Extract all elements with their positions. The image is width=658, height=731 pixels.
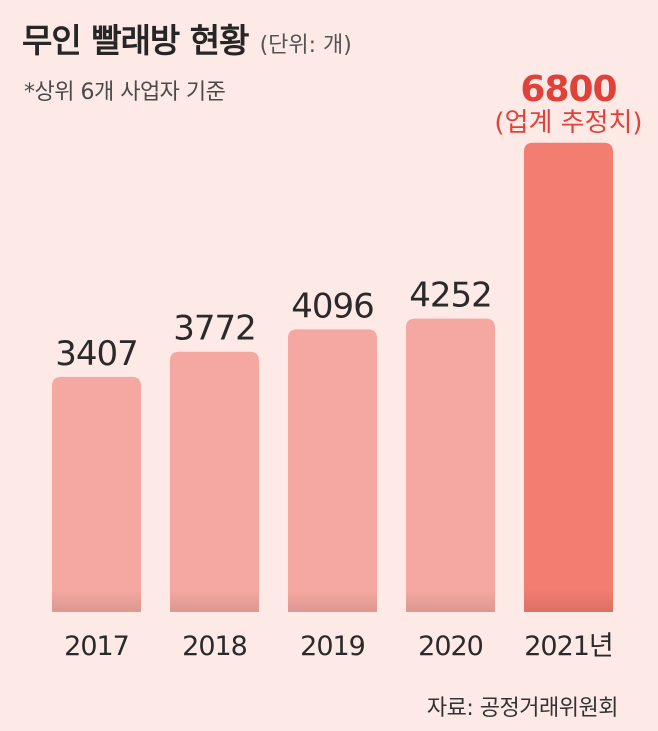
chart-subtitle: *상위 6개 사업자 기준 bbox=[24, 80, 226, 105]
category-label-2018: 2018 bbox=[182, 631, 247, 662]
chart-title: 무인 빨래방 현황 bbox=[22, 21, 249, 60]
value-label-2020: 4252 bbox=[409, 276, 492, 316]
value-label-2019: 4096 bbox=[291, 286, 374, 326]
value-label-2021년: 6800 bbox=[520, 69, 616, 110]
bar-2021년 bbox=[524, 142, 613, 613]
bar-base-shade bbox=[52, 590, 141, 612]
chart-unit: (단위: 개) bbox=[259, 33, 352, 58]
bar-base-shade bbox=[524, 590, 613, 612]
estimate-note-label: (업계 추정치) bbox=[494, 108, 642, 138]
category-label-2021년: 2021년 bbox=[524, 631, 613, 662]
bar-2017 bbox=[52, 376, 141, 612]
bar-2019 bbox=[288, 329, 377, 612]
bars-layer bbox=[52, 142, 613, 613]
chart-header: 무인 빨래방 현황 (단위: 개) bbox=[22, 14, 352, 62]
category-label-2020: 2020 bbox=[418, 631, 483, 662]
category-label-2019: 2019 bbox=[300, 631, 365, 662]
bar-2020 bbox=[406, 318, 495, 612]
value-label-2018: 3772 bbox=[173, 309, 256, 349]
labels-layer: 3407 2017 3772 2018 4096 2019 4252 2020 6800(업계 … bbox=[55, 69, 642, 662]
bar-base-shade bbox=[288, 590, 377, 612]
bar-base-shade bbox=[170, 590, 259, 612]
source-note: 자료: 공정거래위원회 bbox=[426, 696, 619, 721]
bar-2018 bbox=[170, 351, 259, 612]
category-label-2017: 2017 bbox=[64, 631, 129, 662]
value-label-2017: 3407 bbox=[55, 334, 138, 374]
bar-base-shade bbox=[406, 590, 495, 612]
